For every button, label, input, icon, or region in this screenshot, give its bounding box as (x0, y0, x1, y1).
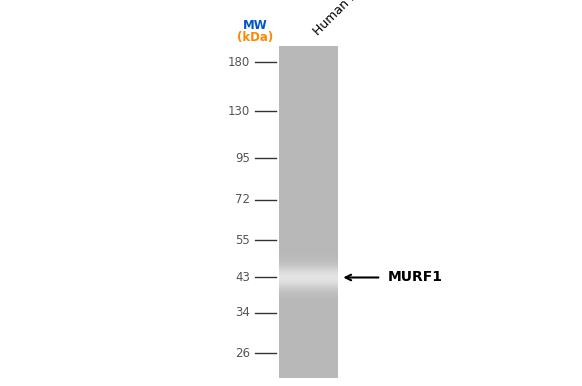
Text: 72: 72 (235, 193, 250, 207)
Text: 34: 34 (235, 306, 250, 319)
Text: 26: 26 (235, 347, 250, 360)
Text: 95: 95 (235, 152, 250, 165)
Text: Human muscle: Human muscle (311, 0, 387, 39)
Text: MW: MW (243, 19, 268, 32)
Text: 130: 130 (228, 105, 250, 118)
Bar (279, 46, 338, 378)
Text: (kDa): (kDa) (237, 31, 274, 44)
Text: 43: 43 (235, 271, 250, 284)
Text: MURF1: MURF1 (388, 271, 443, 284)
Text: 55: 55 (236, 234, 250, 247)
Text: 180: 180 (228, 56, 250, 69)
